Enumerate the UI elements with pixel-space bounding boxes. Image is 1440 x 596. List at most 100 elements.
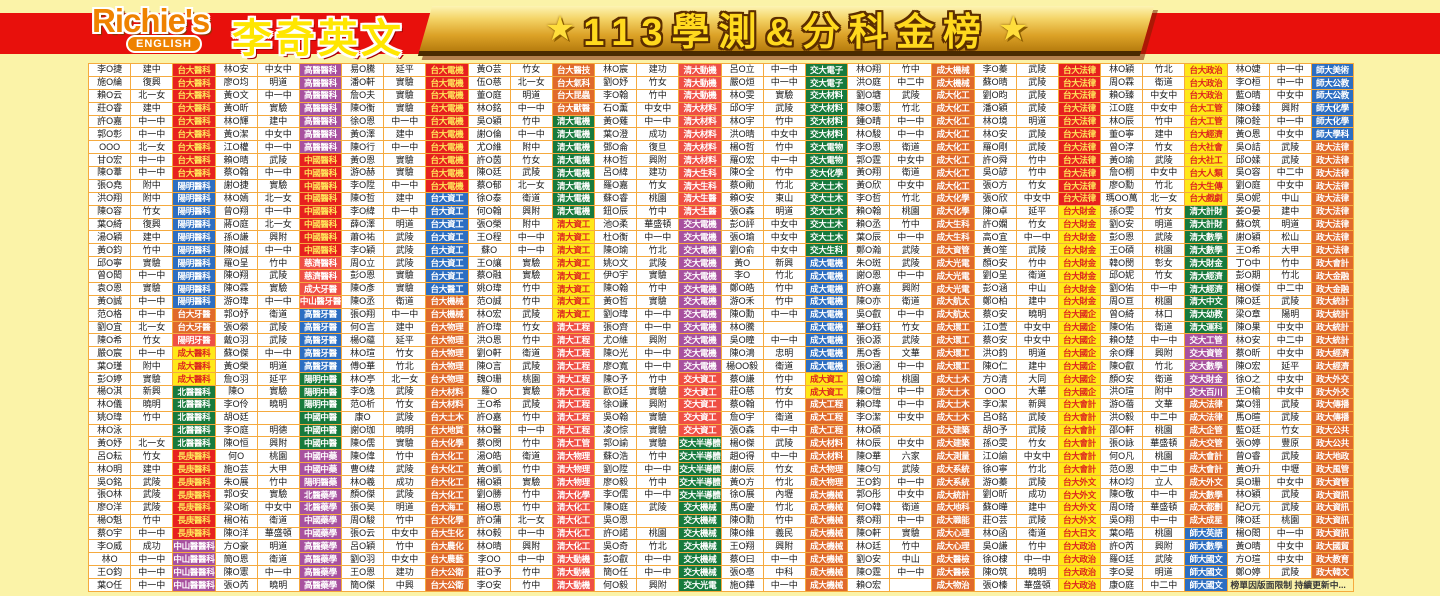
school-cell: 明道 [384,501,426,514]
dept-cell: 交大電機 [679,257,721,270]
school-cell: 竹中 [131,411,173,424]
school-cell: 中一中 [637,360,679,373]
school-cell: 中女中 [763,128,805,141]
dept-cell: 台大法律 [1058,179,1100,192]
school-cell: 明道 [1016,115,1058,128]
school-cell: 中一中 [510,244,552,257]
school-cell: 實驗 [384,76,426,89]
student-name-cell: 何O韓 [848,501,890,514]
school-cell: 竹北 [890,102,932,115]
student-name-cell: 江O權 [215,141,257,154]
school-cell: 中一中 [1269,64,1311,76]
school-cell: 實驗 [384,167,426,179]
school-cell: 中女中 [1269,321,1311,334]
dept-cell: 台大電機 [426,128,468,141]
school-cell: 中一中 [763,334,805,347]
dept-cell: 清大電機 [552,179,594,192]
student-name-cell: 李O潔 [974,398,1016,411]
school-cell: 武陵 [637,257,679,270]
dept-cell: 成大工程 [805,424,847,437]
dept-cell: 師大學科 [1311,128,1353,141]
dept-cell: 清大工程 [552,360,594,373]
dept-cell: 高醫醫科 [299,141,341,154]
student-name-cell: 邱O妮 [1101,270,1143,282]
dept-cell: 成大化學 [932,192,974,205]
dept-cell: 交大電機 [679,334,721,347]
dept-cell: 師大英語 [1185,527,1227,540]
student-name-cell: 張O瑜 [721,231,763,244]
school-cell: 衛道 [510,347,552,360]
school-cell: 東山 [763,192,805,205]
school-cell: 中二中 [1143,411,1185,424]
school-cell: 華盛頓 [1143,437,1185,450]
student-name-cell: 陳O洋 [215,527,257,540]
dept-cell: 交大半導體 [679,450,721,463]
dept-cell: 成大工程 [805,411,847,424]
student-name-cell: 吳O穎 [468,115,510,128]
school-cell: 衛道 [257,553,299,566]
student-name-cell: 陳O葦 [89,167,131,179]
dept-cell: 交大電機 [679,295,721,308]
student-name-cell: 謝O倫 [468,128,510,141]
student-name-cell: 蔡O安 [974,334,1016,347]
dept-cell: 成大成星 [1185,514,1227,527]
student-name-cell: 陳O勻 [848,463,890,476]
student-name-cell: 吳O叡 [848,308,890,321]
school-cell: 中一中 [257,205,299,218]
dept-cell: 中國醫科 [299,205,341,218]
student-name-cell: 李O恩 [848,141,890,154]
school-cell: 竹中 [510,488,552,501]
dept-cell: 台大生傳 [1185,179,1227,192]
dept-cell: 師大美術 [1311,64,1353,76]
school-cell: 竹中 [510,334,552,347]
student-name-cell: 黃O榮 [215,360,257,373]
student-name-cell: 張O榮 [468,218,510,231]
student-name-cell: 周O琦 [1101,501,1143,514]
student-name-cell: 何O毅 [595,579,637,591]
dept-cell: 清大資工 [552,244,594,257]
school-cell: 中女中 [1269,128,1311,141]
school-cell: 竹女 [1016,179,1058,192]
dept-cell: 高醫醫科 [299,64,341,76]
dept-cell: 台大化工 [426,450,468,463]
school-cell: 中女中 [257,64,299,76]
dept-cell: 清大生科 [679,179,721,192]
student-name-cell: 簡O恩 [215,553,257,566]
school-cell: 中一中 [384,179,426,192]
student-name-cell: 趙O得 [721,450,763,463]
school-cell: 中一中 [637,488,679,501]
logo-text: Richie's [92,2,210,39]
student-name-cell: 瑪OO萬 [1101,192,1143,205]
school-cell [257,411,299,424]
student-name-cell: 邵O軒 [1101,424,1143,437]
school-cell: 武陵 [257,321,299,334]
dept-cell: 政大法律 [1311,244,1353,257]
school-cell: 竹女 [131,334,173,347]
school-cell: 中女中 [384,553,426,566]
student-name-cell: 曾O瑜 [848,373,890,385]
student-name-cell: 陳O卓 [974,205,1016,218]
school-cell: 武陵 [1016,514,1058,527]
school-cell: 武陵 [1016,102,1058,115]
dept-cell: 台大資工 [426,270,468,282]
school-cell: 陽明 [1269,308,1311,321]
student-name-cell: 林O辰 [848,437,890,450]
dept-cell: 台大物理 [426,373,468,385]
student-name-cell: 呂O立 [721,64,763,76]
student-name-cell: 賴O楚 [1101,334,1143,347]
student-name-cell: 張O堯 [89,179,131,192]
dept-cell: 交大材料 [805,115,847,128]
dept-cell: 中國中醫 [299,424,341,437]
student-name-cell: 姜O晏 [1227,205,1269,218]
dept-cell: 清大化工 [552,501,594,514]
student-name-cell: 陳O瑜 [595,244,637,257]
school-cell: 武陵 [1016,128,1058,141]
school-cell: 中一中 [131,115,173,128]
dept-cell: 台大昆蟲 [552,89,594,102]
dept-cell: 成大交管 [1185,437,1227,450]
school-cell: 武陵 [1269,488,1311,501]
dept-cell: 成大會計 [1185,450,1227,463]
student-name-cell: 孫O雯 [974,437,1016,450]
school-cell: 中一中 [1143,514,1185,527]
dept-cell: 台大財金 [1058,244,1100,257]
